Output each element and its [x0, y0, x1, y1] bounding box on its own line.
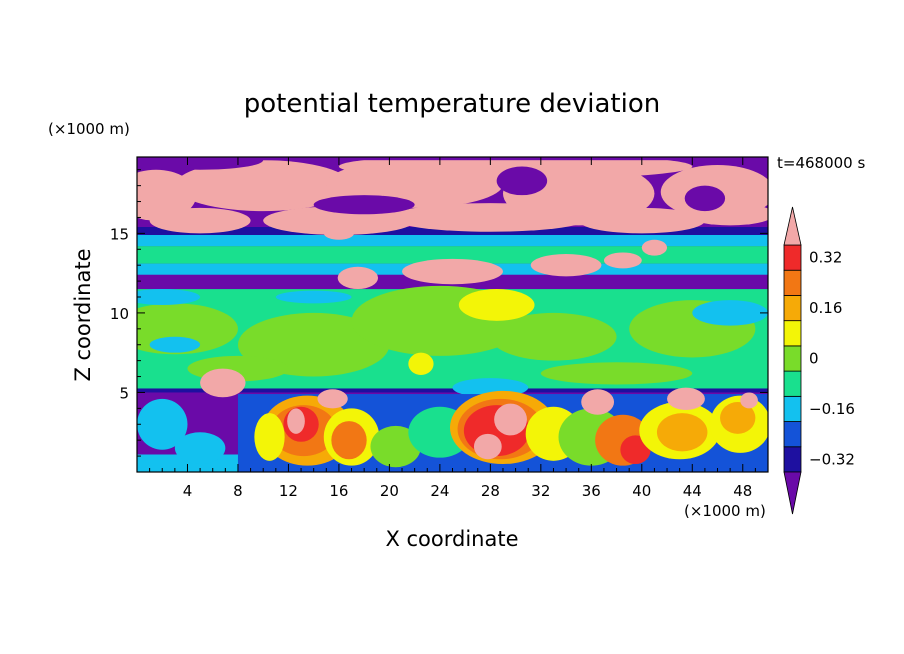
colorbar-bin — [783, 370, 802, 397]
contour-field — [137, 157, 768, 472]
x-tick-label: 8 — [233, 482, 243, 500]
top-edge — [137, 157, 768, 161]
x-tick-label: 16 — [329, 482, 348, 500]
pink-cloud — [530, 254, 602, 277]
x-tick-label: 36 — [582, 482, 601, 500]
upper-purple-pocket — [496, 166, 548, 196]
y-axis: 5 10 15 — [110, 169, 768, 457]
warm-anomaly — [494, 403, 527, 436]
chart-title: potential temperature deviation — [244, 89, 660, 119]
pink-plume — [581, 389, 615, 415]
light-green-patch — [490, 312, 617, 361]
colorbar-bin — [783, 295, 802, 322]
pink-cloud — [603, 252, 642, 269]
x-tick-label: 12 — [279, 482, 298, 500]
x-axis: 4 8 12 16 20 24 28 32 36 40 44 48 — [149, 157, 756, 500]
colorbar-bin — [783, 345, 802, 372]
cyan-patch-low — [137, 398, 188, 450]
colorbar-label: 0.16 — [809, 299, 842, 317]
cyan-patch — [275, 290, 352, 304]
x-tick-label: 20 — [380, 482, 399, 500]
y-tick-label: 15 — [110, 225, 129, 243]
upper-pink — [578, 207, 705, 234]
x-tick-label: 48 — [733, 482, 752, 500]
warm-anomaly — [370, 425, 421, 468]
x-tick-label: 40 — [632, 482, 651, 500]
x-tick-label: 44 — [683, 482, 702, 500]
layer-low-navy — [137, 388, 768, 393]
colorbar-bin — [783, 421, 802, 448]
x-unit-label: (×1000 m) — [684, 502, 766, 520]
colorbar-label: 0.32 — [809, 249, 842, 267]
x-axis-title: X coordinate — [385, 527, 518, 551]
x-tick-label: 32 — [531, 482, 550, 500]
y-tick-label: 10 — [110, 305, 129, 323]
colorbar-bin — [783, 395, 802, 422]
cyan-patch — [692, 300, 768, 326]
x-tick-label: 24 — [430, 482, 449, 500]
warm-anomaly — [473, 433, 502, 460]
colorbar-bin — [783, 244, 802, 271]
pink-plume — [740, 392, 758, 409]
time-label: t=468000 s — [777, 154, 865, 172]
pink-cloud — [641, 239, 668, 256]
upper-pink — [149, 207, 251, 234]
colorbar-bin — [783, 446, 802, 473]
colorbar-label: −0.32 — [809, 450, 855, 468]
pink-plume — [317, 389, 348, 409]
yellow-patch — [408, 352, 434, 375]
colorbar-label: 0 — [809, 350, 819, 368]
x-tick-label: 28 — [481, 482, 500, 500]
upper-pink — [174, 160, 352, 212]
pink-cloud — [402, 258, 503, 285]
layer-cyan-2 — [137, 234, 768, 247]
upper-purple-pocket — [684, 185, 726, 212]
colorbar-bin — [783, 320, 802, 347]
warm-anomaly — [720, 402, 756, 434]
colorbar-label: −0.16 — [809, 400, 855, 418]
yellow-patch — [458, 289, 535, 321]
y-tick-label: 5 — [119, 384, 129, 402]
layer-navy — [137, 227, 768, 235]
cyan-patch — [149, 336, 201, 353]
cyan-patch — [137, 289, 201, 305]
x-tick-label: 4 — [183, 482, 193, 500]
pink-cloud — [337, 266, 379, 290]
cyan-patch-low — [174, 432, 226, 465]
y-axis-title: Z coordinate — [71, 248, 95, 381]
pink-plume — [667, 387, 705, 410]
pink-plume — [200, 368, 246, 398]
warm-anomaly — [287, 408, 305, 434]
warm-anomaly — [254, 413, 285, 461]
colorbar-extend-max — [783, 206, 802, 246]
light-green-patch — [540, 362, 693, 385]
y-unit-label: (×1000 m) — [48, 120, 130, 138]
plot-area — [137, 157, 768, 472]
warm-anomaly — [331, 421, 367, 460]
colorbar: 0.32 0.16 0 −0.16 −0.32 — [783, 206, 855, 515]
warm-anomaly — [656, 413, 708, 452]
upper-pink — [389, 203, 592, 232]
colorbar-bin — [783, 269, 802, 296]
colorbar-extend-min — [783, 471, 802, 515]
upper-purple-pocket — [313, 195, 415, 215]
